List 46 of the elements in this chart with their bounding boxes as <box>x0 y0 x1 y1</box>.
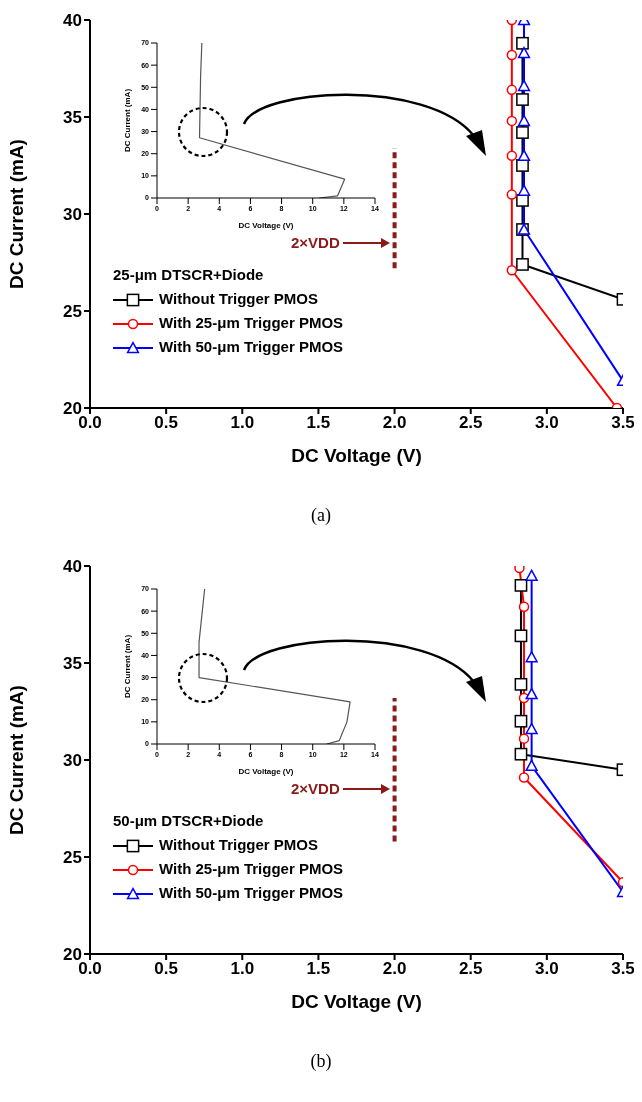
line-series <box>198 589 351 744</box>
x-tick-label: 1.0 <box>230 959 255 979</box>
x-tick-label: 0.0 <box>78 959 102 979</box>
x-tick-label: 3.5 <box>611 959 635 979</box>
annotation: 2×VDD <box>291 780 340 797</box>
x-tick-label: 2.0 <box>382 413 407 433</box>
legend-label: Without Trigger PMOS <box>158 289 320 309</box>
x-tick-label: 0.0 <box>78 413 102 433</box>
text: (a) <box>310 505 332 526</box>
y-axis-title: DC Current (mA) <box>122 88 132 153</box>
legend-title: 25-μm DTSCR+Diode <box>113 265 265 285</box>
legend-label: With 25-μm Trigger PMOS <box>158 313 344 333</box>
x-tick-label: 2.5 <box>458 413 483 433</box>
annotation: 2×VDD <box>291 234 340 251</box>
y-axis-title: DC Current (mA) <box>5 139 27 289</box>
y-tick-label: 25 <box>63 848 82 868</box>
legend-label: Without Trigger PMOS <box>158 835 320 855</box>
y-tick-label: 30 <box>63 751 82 771</box>
x-axis-title: DC Voltage (V) <box>238 767 294 776</box>
x-axis-title: DC Voltage (V) <box>238 221 294 230</box>
x-axis-title: DC Voltage (V) <box>291 445 422 466</box>
x-tick-label: 3.5 <box>611 413 635 433</box>
y-tick-label: 30 <box>63 205 82 225</box>
x-tick-label: 0.5 <box>154 959 178 979</box>
y-axis-title: DC Current (mA) <box>122 634 132 699</box>
x-tick-label: 0.5 <box>154 413 178 433</box>
legend-title: 50-μm DTSCR+Diode <box>113 811 265 831</box>
x-tick-label: 1.0 <box>230 413 255 433</box>
x-tick-label: 3.0 <box>535 959 559 979</box>
y-tick-label: 35 <box>63 654 82 674</box>
x-tick-label: 2.5 <box>458 959 483 979</box>
y-tick-label: 40 <box>63 557 82 577</box>
x-tick-label: 2.0 <box>382 959 407 979</box>
line-series <box>198 43 346 198</box>
text: (b) <box>309 1051 333 1072</box>
x-tick-label: 1.5 <box>306 413 331 433</box>
legend-label: With 25-μm Trigger PMOS <box>158 859 344 879</box>
x-axis-title: DC Voltage (V) <box>291 991 422 1012</box>
x-tick-label: 1.5 <box>306 959 331 979</box>
legend-label: With 50-μm Trigger PMOS <box>158 337 344 357</box>
y-tick-label: 25 <box>63 302 82 322</box>
y-tick-label: 35 <box>63 108 82 128</box>
x-tick-label: 3.0 <box>535 413 559 433</box>
y-tick-label: 40 <box>63 11 82 31</box>
y-axis-title: DC Current (mA) <box>5 685 27 835</box>
legend-label: With 50-μm Trigger PMOS <box>158 883 344 903</box>
